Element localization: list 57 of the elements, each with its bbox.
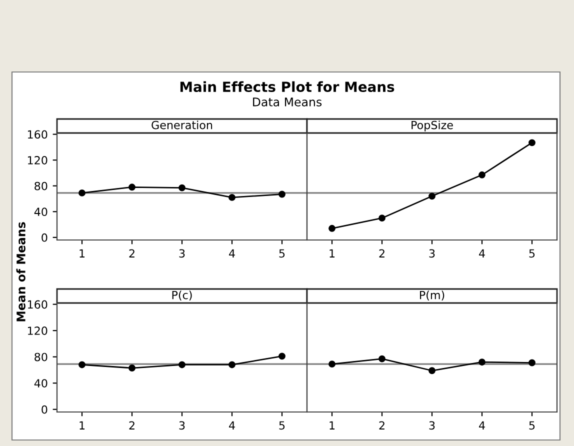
chart-title: P(m) bbox=[420, 290, 444, 301]
x-tick-label: 1 bbox=[330, 421, 335, 430]
x-tick-label: 2 bbox=[379, 421, 384, 430]
x-tick-label: 5 bbox=[529, 421, 535, 430]
chart-title: Generation bbox=[152, 120, 212, 130]
point bbox=[228, 361, 236, 368]
chart-title: PopSize bbox=[412, 120, 453, 132]
point bbox=[328, 224, 336, 232]
point bbox=[478, 171, 486, 178]
x-tick-label: 5 bbox=[529, 249, 535, 258]
point bbox=[428, 192, 436, 200]
y-tick-label: 0 bbox=[42, 405, 48, 414]
point bbox=[528, 359, 536, 366]
x-tick-label: 3 bbox=[179, 421, 185, 430]
y-tick-label: 160 bbox=[28, 130, 48, 139]
x-tick-label: 5 bbox=[279, 421, 285, 430]
y-tick-label: 120 bbox=[28, 326, 48, 335]
point bbox=[278, 352, 286, 360]
x-tick-label: 3 bbox=[179, 249, 185, 258]
x-tick-label: 4 bbox=[229, 249, 235, 258]
x-tick-label: 4 bbox=[479, 421, 485, 430]
y-axis-title: Mean of Means bbox=[16, 222, 26, 322]
y-tick-label: 160 bbox=[28, 300, 48, 309]
x-tick-label: 3 bbox=[429, 249, 435, 258]
chart-title: P(c) bbox=[172, 290, 192, 301]
point bbox=[528, 139, 536, 146]
x-tick-label: 3 bbox=[429, 421, 435, 430]
point bbox=[378, 214, 386, 222]
text: Main Effects Plot for Means bbox=[180, 81, 394, 92]
point bbox=[428, 367, 436, 374]
point bbox=[178, 184, 186, 192]
x-tick-label: 4 bbox=[229, 421, 235, 430]
point bbox=[228, 194, 236, 201]
y-tick-label: 0 bbox=[42, 233, 48, 242]
x-tick-label: 1 bbox=[80, 421, 85, 430]
point bbox=[328, 360, 336, 368]
y-tick-label: 40 bbox=[34, 379, 48, 388]
y-tick-label: 120 bbox=[28, 156, 48, 164]
point bbox=[78, 361, 86, 368]
text: Data Means bbox=[253, 98, 322, 106]
y-tick-label: 80 bbox=[34, 352, 48, 362]
point bbox=[178, 361, 186, 368]
y-tick-label: 80 bbox=[34, 182, 48, 190]
x-tick-label: 5 bbox=[279, 249, 285, 258]
point bbox=[278, 190, 286, 198]
point bbox=[78, 189, 86, 196]
x-tick-label: 1 bbox=[330, 249, 335, 258]
point bbox=[378, 355, 386, 362]
x-tick-label: 2 bbox=[129, 249, 134, 258]
point bbox=[478, 358, 486, 366]
y-tick-label: 40 bbox=[34, 208, 48, 216]
x-tick-label: 2 bbox=[129, 421, 134, 430]
point bbox=[128, 364, 136, 372]
point bbox=[128, 184, 136, 191]
x-tick-label: 1 bbox=[80, 249, 85, 258]
x-tick-label: 4 bbox=[479, 249, 485, 258]
x-tick-label: 2 bbox=[379, 249, 384, 258]
